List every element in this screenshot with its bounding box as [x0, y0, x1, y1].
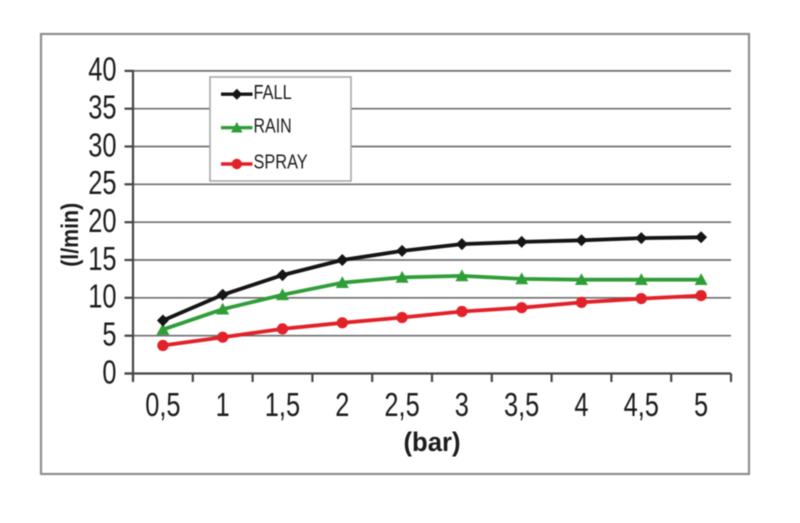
svg-text:20: 20 [88, 202, 116, 239]
svg-text:0,5: 0,5 [145, 386, 180, 423]
svg-text:0: 0 [102, 353, 116, 390]
svg-text:(l/min): (l/min) [57, 203, 84, 267]
svg-text:RAIN: RAIN [254, 115, 292, 137]
svg-text:25: 25 [88, 164, 116, 201]
svg-text:4: 4 [574, 386, 588, 423]
svg-text:35: 35 [88, 89, 116, 126]
svg-text:4,5: 4,5 [624, 386, 659, 423]
svg-text:2: 2 [335, 386, 349, 423]
svg-text:40: 40 [88, 51, 116, 88]
svg-text:3,5: 3,5 [504, 386, 539, 423]
svg-text:2,5: 2,5 [384, 386, 419, 423]
svg-text:30: 30 [88, 126, 116, 163]
svg-text:1: 1 [216, 386, 230, 423]
svg-text:3: 3 [455, 386, 469, 423]
svg-text:1,5: 1,5 [265, 386, 300, 423]
svg-text:SPRAY: SPRAY [254, 152, 308, 174]
svg-text:5: 5 [694, 386, 708, 423]
svg-text:(bar): (bar) [404, 427, 461, 457]
svg-text:FALL: FALL [254, 82, 292, 104]
svg-text:15: 15 [88, 240, 116, 277]
svg-text:5: 5 [102, 316, 116, 353]
svg-text:10: 10 [88, 278, 116, 315]
